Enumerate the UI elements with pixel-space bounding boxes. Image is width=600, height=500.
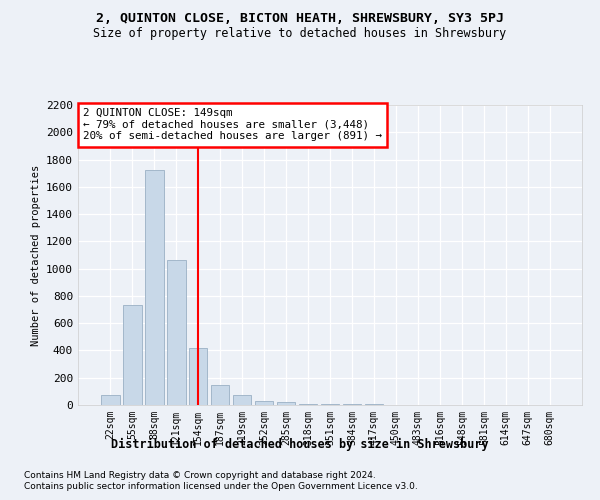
Text: Distribution of detached houses by size in Shrewsbury: Distribution of detached houses by size … [111, 438, 489, 450]
Text: Size of property relative to detached houses in Shrewsbury: Size of property relative to detached ho… [94, 26, 506, 40]
Bar [277, 402, 295, 405]
Bar [255, 401, 274, 405]
Bar [189, 348, 208, 405]
Bar [365, 404, 383, 405]
Bar [167, 260, 185, 405]
Bar [299, 404, 317, 405]
Bar [123, 306, 142, 405]
Y-axis label: Number of detached properties: Number of detached properties [31, 164, 41, 346]
Bar [233, 395, 251, 405]
Text: 2 QUINTON CLOSE: 149sqm
← 79% of detached houses are smaller (3,448)
20% of semi: 2 QUINTON CLOSE: 149sqm ← 79% of detache… [83, 108, 382, 141]
Bar [211, 384, 229, 405]
Bar [343, 404, 361, 405]
Text: Contains public sector information licensed under the Open Government Licence v3: Contains public sector information licen… [24, 482, 418, 491]
Text: 2, QUINTON CLOSE, BICTON HEATH, SHREWSBURY, SY3 5PJ: 2, QUINTON CLOSE, BICTON HEATH, SHREWSBU… [96, 12, 504, 26]
Text: Contains HM Land Registry data © Crown copyright and database right 2024.: Contains HM Land Registry data © Crown c… [24, 471, 376, 480]
Bar [101, 395, 119, 405]
Bar [320, 404, 340, 405]
Bar [145, 170, 164, 405]
